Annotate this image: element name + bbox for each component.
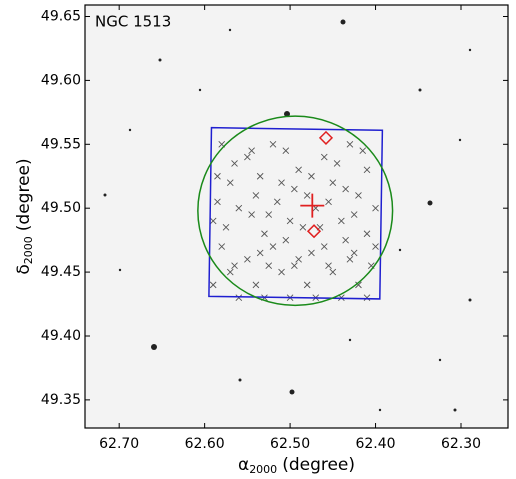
- member-star: [256, 172, 264, 180]
- member-star: [342, 185, 349, 193]
- member-star: [265, 262, 273, 270]
- member-star: [320, 153, 328, 161]
- member-star: [252, 281, 260, 289]
- member-star: [363, 166, 371, 174]
- member-star: [214, 172, 221, 180]
- member-star: [291, 262, 298, 270]
- axis-subscript: 2000: [249, 463, 277, 476]
- member-star: [256, 249, 264, 257]
- member-star: [209, 281, 217, 289]
- member-star: [329, 179, 337, 186]
- y-tick-label: 49.65: [41, 9, 81, 25]
- x-tick-label: 62.50: [270, 436, 310, 452]
- axis-unit: (degree): [282, 455, 355, 475]
- member-star: [261, 230, 268, 238]
- member-star: [303, 192, 311, 199]
- member-star: [252, 192, 260, 199]
- member-star: [308, 172, 315, 180]
- plot-background: [85, 5, 508, 428]
- member-star: [222, 224, 230, 231]
- member-star: [291, 185, 298, 193]
- y-tick-label: 49.35: [41, 392, 81, 408]
- member-star: [325, 262, 332, 270]
- xlabel-label: α2000 (degree): [238, 455, 355, 476]
- member-star: [372, 204, 379, 212]
- member-star: [338, 217, 345, 225]
- member-star: [320, 243, 328, 250]
- member-star: [346, 255, 354, 263]
- member-star: [214, 198, 221, 206]
- y-tick-label: 49.45: [41, 264, 81, 280]
- axis-subscript: 2000: [22, 236, 35, 264]
- member-star: [226, 268, 234, 276]
- axis-symbol: α: [238, 455, 249, 475]
- member-star: [269, 243, 277, 250]
- member-star: [244, 255, 251, 263]
- member-star: [231, 160, 238, 167]
- axis-unit: (degree): [14, 158, 34, 231]
- member-star: [226, 179, 234, 186]
- member-star: [286, 217, 294, 225]
- member-star: [350, 211, 358, 218]
- annotation: NGC 1513: [95, 13, 171, 31]
- member-star: [333, 160, 341, 167]
- member-star: [235, 294, 243, 301]
- member-star: [303, 281, 311, 289]
- member-star: [350, 249, 358, 257]
- member-star: [269, 140, 277, 148]
- y-tick-label: 49.55: [41, 136, 81, 152]
- member-star: [363, 230, 371, 238]
- y-tick-label: 49.60: [41, 72, 81, 88]
- member-star: [295, 166, 302, 174]
- cluster-center: [300, 193, 325, 218]
- background-stars: [103, 19, 472, 412]
- axis-symbol: δ: [14, 264, 34, 274]
- x-tick-label: 62.60: [185, 436, 225, 452]
- member-star: [355, 281, 362, 289]
- member-star: [325, 198, 332, 206]
- member-star: [372, 243, 379, 250]
- member-star: [235, 204, 243, 212]
- member-star: [308, 249, 315, 257]
- plot-frame: [84, 4, 509, 429]
- ylabel-label: δ2000 (degree): [14, 158, 35, 274]
- member-star: [209, 217, 217, 225]
- x-tick-label: 62.40: [355, 436, 395, 452]
- member-star: [231, 262, 238, 270]
- member-star: [342, 236, 349, 244]
- member-star: [218, 243, 226, 250]
- member-star: [282, 147, 290, 155]
- member-star: [273, 198, 281, 206]
- member-star: [355, 192, 362, 199]
- member-star: [346, 140, 354, 148]
- y-tick-label: 49.50: [41, 200, 81, 216]
- member-star: [295, 255, 302, 263]
- member-star: [265, 211, 273, 218]
- member-star: [359, 147, 367, 155]
- member-star: [329, 268, 337, 276]
- highlighted-star: [318, 130, 334, 145]
- member-star: [299, 224, 307, 231]
- member-star: [282, 236, 290, 244]
- x-tick-label: 62.30: [441, 436, 481, 452]
- field-boundary: [208, 126, 384, 300]
- member-star: [248, 211, 255, 218]
- highlighted-star: [306, 224, 322, 239]
- member-star: [278, 268, 285, 276]
- member-star: [248, 147, 255, 155]
- member-star: [278, 179, 285, 186]
- cluster-radius: [197, 115, 394, 307]
- member-star: [244, 153, 251, 161]
- member-star: [363, 294, 371, 301]
- x-tick-label: 62.70: [99, 436, 139, 452]
- y-tick-label: 49.40: [41, 328, 81, 344]
